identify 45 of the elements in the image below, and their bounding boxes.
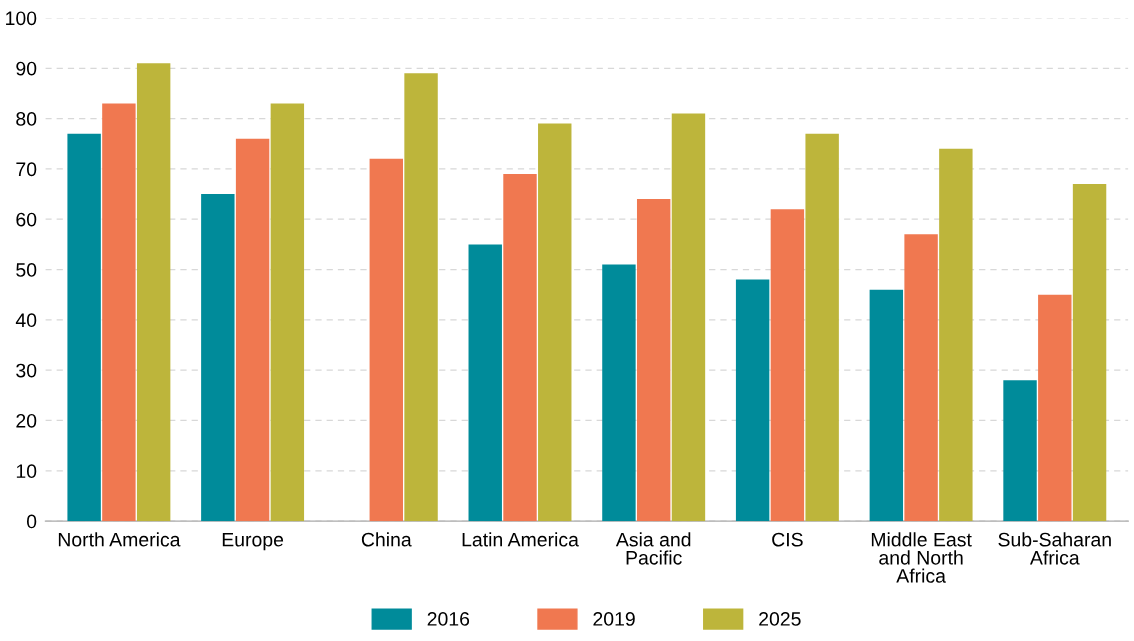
bar	[468, 244, 502, 522]
bar	[904, 234, 938, 522]
bar	[602, 264, 636, 522]
y-tick-label: 40	[15, 313, 37, 328]
y-tick-label: 50	[16, 263, 37, 277]
bar	[270, 103, 305, 522]
bar	[369, 158, 404, 522]
bar	[1003, 380, 1037, 522]
bar	[869, 289, 904, 522]
bar	[1072, 184, 1107, 522]
y-tick-label: 90	[16, 61, 37, 76]
x-tick-label: Sub-Saharan Africa	[998, 532, 1111, 565]
bar	[201, 194, 235, 522]
y-tick-label: 100	[6, 11, 37, 26]
y-tick-label: 30	[16, 363, 37, 378]
x-tick-label: China	[361, 532, 412, 547]
bar	[805, 133, 839, 522]
bar	[136, 63, 171, 522]
bar	[404, 73, 438, 522]
bar	[67, 133, 101, 522]
x-tick-label: CIS	[772, 532, 803, 547]
bar	[538, 123, 572, 522]
y-tick-label: 0	[26, 514, 37, 529]
bar	[235, 138, 270, 522]
x-tick-label: Europe	[222, 532, 284, 551]
y-tick-label: 20	[16, 413, 37, 428]
x-tick-label: Latin America	[462, 532, 579, 547]
bar	[939, 148, 973, 522]
bar	[636, 199, 671, 522]
x-tick-label: Middle East and North Africa	[871, 532, 972, 583]
bar	[770, 209, 805, 522]
bar	[102, 103, 136, 522]
legend-label: 2025	[759, 612, 801, 626]
y-tick-label: 70	[16, 162, 37, 177]
bar	[671, 113, 706, 522]
bar	[503, 173, 537, 522]
x-tick-label: Asia and Pacific	[615, 532, 691, 565]
y-tick-label: 60	[16, 212, 37, 227]
bar	[1038, 294, 1072, 522]
y-tick-label: 10	[16, 464, 37, 479]
x-tick-label: North America	[58, 532, 181, 547]
legend-label: 2019	[593, 612, 635, 626]
y-tick-label: 80	[16, 112, 37, 126]
bar	[735, 279, 770, 522]
legend-label: 2016	[427, 612, 470, 626]
